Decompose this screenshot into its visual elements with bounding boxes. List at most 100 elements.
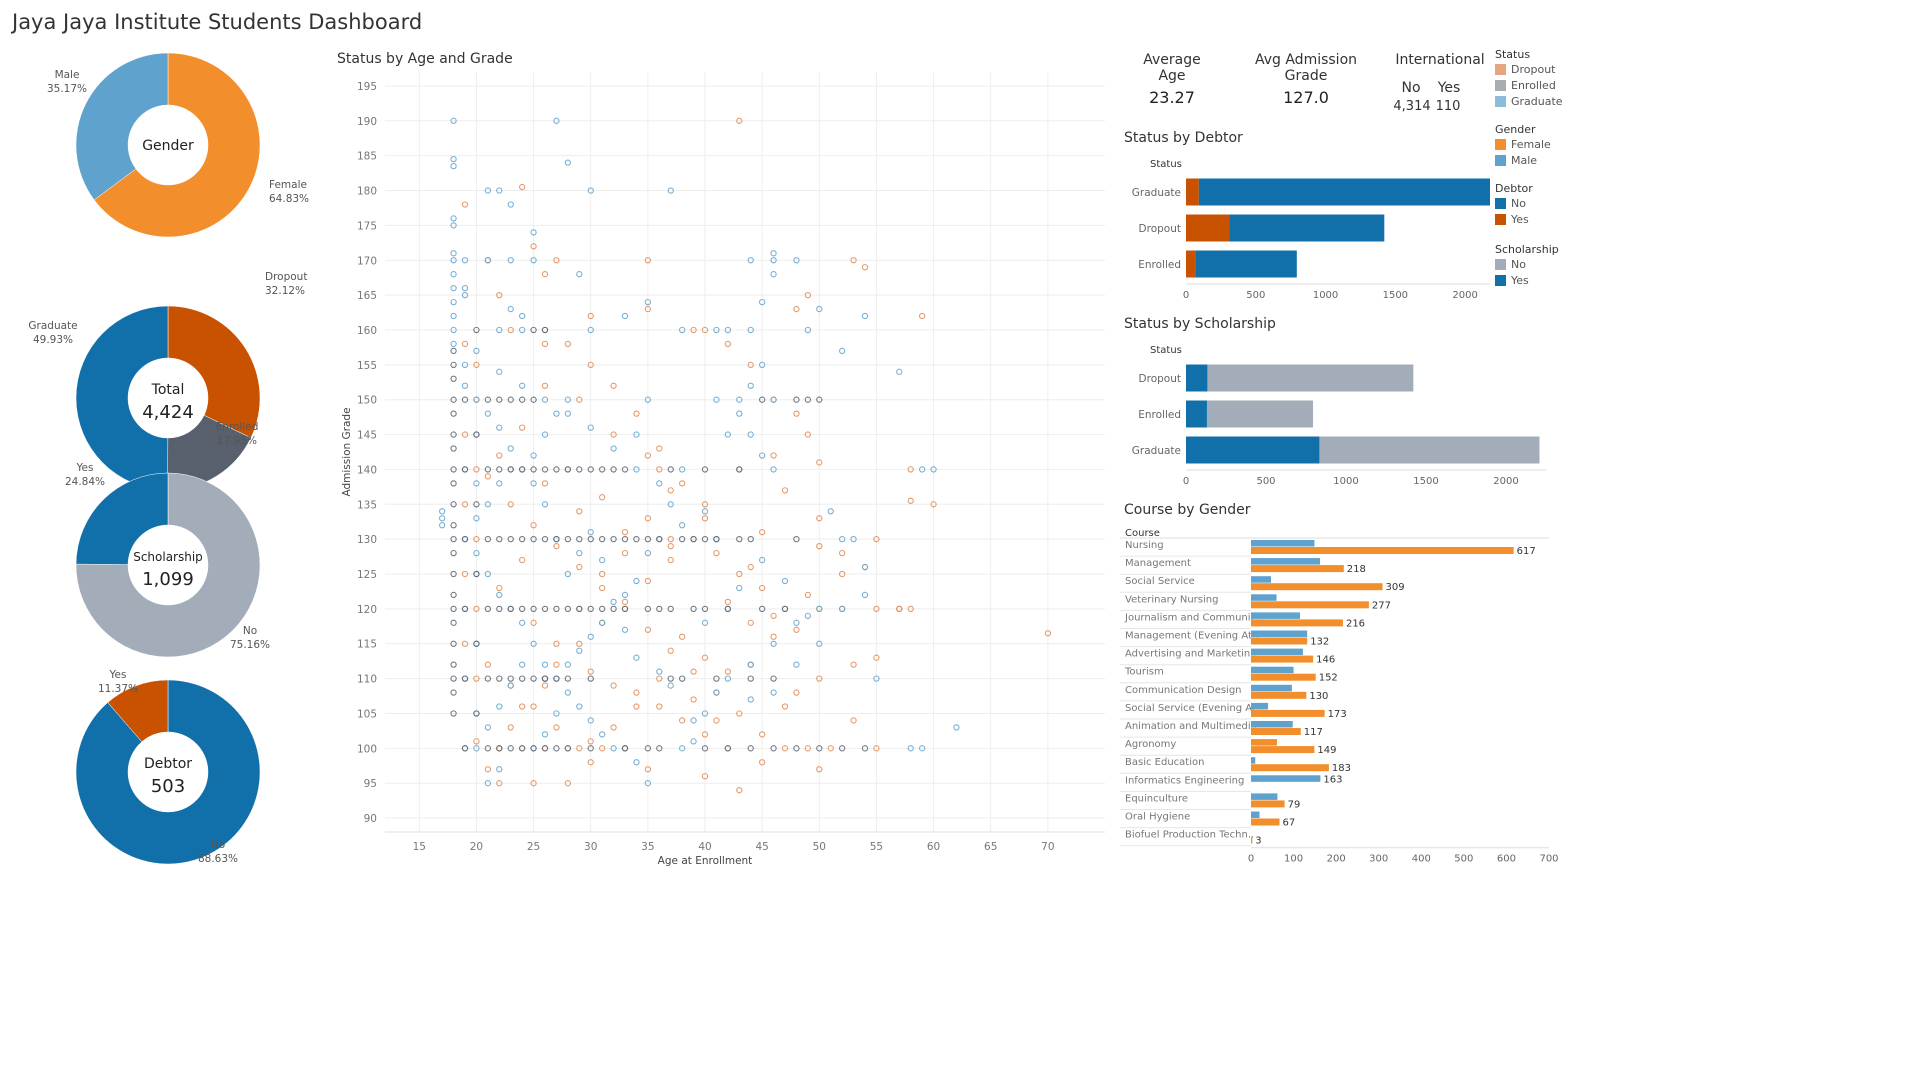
scatter-point-graduate[interactable] — [633, 466, 640, 473]
bar-no-dropout[interactable] — [1207, 364, 1414, 392]
scatter-point-graduate[interactable] — [770, 257, 777, 264]
scatter-point-dropout[interactable] — [781, 487, 789, 494]
scatter-point-graduate[interactable] — [770, 396, 777, 403]
scatter-point-dropout[interactable] — [598, 494, 606, 501]
scatter-point-graduate[interactable] — [553, 410, 560, 417]
scatter-point-dropout[interactable] — [496, 584, 503, 592]
scatter-point-enrolled[interactable] — [793, 536, 800, 543]
scatter-point-graduate[interactable] — [621, 591, 629, 599]
scatter-point-dropout[interactable] — [873, 654, 880, 661]
scatter-point-dropout[interactable] — [838, 570, 846, 578]
bar-female[interactable] — [1251, 728, 1301, 735]
scatter-point-enrolled[interactable] — [473, 431, 480, 438]
legend-debtor-no[interactable]: No — [1495, 195, 1565, 211]
donut-slice-no[interactable] — [75, 472, 261, 658]
donut-slice-dropout[interactable] — [167, 305, 261, 439]
scatter-point-enrolled[interactable] — [701, 466, 709, 473]
scatter-point-dropout[interactable] — [496, 452, 503, 459]
scatter-point-dropout[interactable] — [518, 556, 526, 564]
scatter-point-dropout[interactable] — [1044, 630, 1052, 637]
scatter-point-dropout[interactable] — [736, 710, 743, 717]
scatter-point-graduate[interactable] — [747, 257, 754, 264]
legend-status-graduate[interactable]: Graduate — [1495, 93, 1565, 109]
scatter-point-enrolled[interactable] — [701, 605, 709, 613]
scatter-point-enrolled[interactable] — [816, 396, 823, 403]
scatter-point-dropout[interactable] — [473, 466, 480, 473]
scatter-point-enrolled[interactable] — [747, 745, 754, 752]
scatter-point-enrolled[interactable] — [667, 675, 674, 682]
scatter-point-enrolled[interactable] — [450, 522, 457, 529]
scatter-point-graduate[interactable] — [804, 326, 812, 334]
scatter-point-dropout[interactable] — [850, 257, 857, 264]
scatter-point-graduate[interactable] — [736, 584, 743, 592]
scatter-point-graduate[interactable] — [953, 724, 960, 731]
scatter-point-graduate[interactable] — [507, 305, 514, 313]
bar-male[interactable] — [1251, 757, 1256, 764]
scatter-point-graduate[interactable] — [610, 745, 617, 752]
scatter-point-dropout[interactable] — [633, 703, 640, 710]
scatter-point-dropout[interactable] — [873, 745, 880, 752]
scatter-point-graduate[interactable] — [450, 284, 457, 292]
scatter-point-enrolled[interactable] — [450, 675, 457, 682]
bar-female[interactable] — [1251, 565, 1344, 573]
scatter-point-dropout[interactable] — [484, 766, 492, 773]
scatter-point-dropout[interactable] — [770, 612, 777, 620]
scatter-point-enrolled[interactable] — [678, 536, 686, 543]
scatter-point-graduate[interactable] — [713, 396, 720, 403]
scatter-point-graduate[interactable] — [450, 271, 457, 278]
scatter-point-dropout[interactable] — [667, 542, 674, 550]
scatter-point-graduate[interactable] — [918, 745, 926, 752]
scatter-point-enrolled[interactable] — [530, 466, 537, 473]
scatter-point-enrolled[interactable] — [701, 745, 709, 752]
scatter-point-dropout[interactable] — [656, 445, 663, 452]
scatter-point-dropout[interactable] — [530, 522, 537, 529]
bar-yes-dropout[interactable] — [1186, 214, 1230, 242]
scatter-point-graduate[interactable] — [530, 640, 537, 647]
donut-slice-yes[interactable] — [75, 472, 169, 565]
scatter-point-graduate[interactable] — [507, 445, 514, 452]
scatter-point-dropout[interactable] — [644, 577, 652, 585]
scatter-point-enrolled[interactable] — [564, 536, 572, 543]
scatter-point-enrolled[interactable] — [530, 396, 537, 403]
scatter-point-dropout[interactable] — [633, 689, 640, 696]
scatter-point-dropout[interactable] — [793, 626, 800, 633]
scatter-point-enrolled[interactable] — [576, 605, 583, 613]
scatter-point-graduate[interactable] — [724, 431, 732, 438]
scatter-point-graduate[interactable] — [484, 724, 492, 731]
scatter-point-graduate[interactable] — [633, 431, 640, 438]
scatter-point-graduate[interactable] — [724, 675, 732, 682]
scatter-point-graduate[interactable] — [496, 703, 503, 710]
scatter-point-dropout[interactable] — [724, 340, 732, 348]
legend-gender-male[interactable]: Male — [1495, 152, 1565, 168]
bar-female[interactable] — [1251, 673, 1316, 681]
scatter-point-dropout[interactable] — [701, 515, 709, 522]
scatter-point-graduate[interactable] — [461, 361, 469, 368]
scatter-point-graduate[interactable] — [564, 661, 572, 668]
scatter-point-dropout[interactable] — [598, 584, 606, 592]
scatter-point-enrolled[interactable] — [541, 536, 549, 543]
bar-male[interactable] — [1251, 612, 1300, 619]
scatter-point-graduate[interactable] — [438, 508, 446, 515]
scatter-point-graduate[interactable] — [530, 257, 537, 264]
scatter-point-graduate[interactable] — [644, 780, 652, 787]
scatter-point-enrolled[interactable] — [450, 710, 457, 717]
scatter-point-graduate[interactable] — [621, 626, 629, 633]
scatter-point-dropout[interactable] — [587, 668, 594, 675]
scatter-point-dropout[interactable] — [667, 487, 674, 494]
scatter-point-enrolled[interactable] — [736, 536, 743, 543]
scatter-point-graduate[interactable] — [564, 159, 572, 166]
scatter-point-enrolled[interactable] — [724, 745, 732, 752]
scatter-point-dropout[interactable] — [518, 424, 526, 431]
bar-yes-graduate[interactable] — [1186, 178, 1199, 206]
scatter-point-graduate[interactable] — [816, 605, 823, 613]
scatter-point-dropout[interactable] — [484, 661, 492, 668]
scatter-point-graduate[interactable] — [518, 619, 526, 626]
donut-slice-graduate[interactable] — [75, 305, 169, 491]
scatter-point-graduate[interactable] — [518, 382, 526, 389]
scatter-point-dropout[interactable] — [701, 731, 709, 738]
scatter-point-dropout[interactable] — [530, 703, 537, 710]
scatter-point-dropout[interactable] — [758, 759, 766, 766]
scatter-point-dropout[interactable] — [644, 452, 652, 459]
scatter-point-dropout[interactable] — [610, 382, 617, 389]
